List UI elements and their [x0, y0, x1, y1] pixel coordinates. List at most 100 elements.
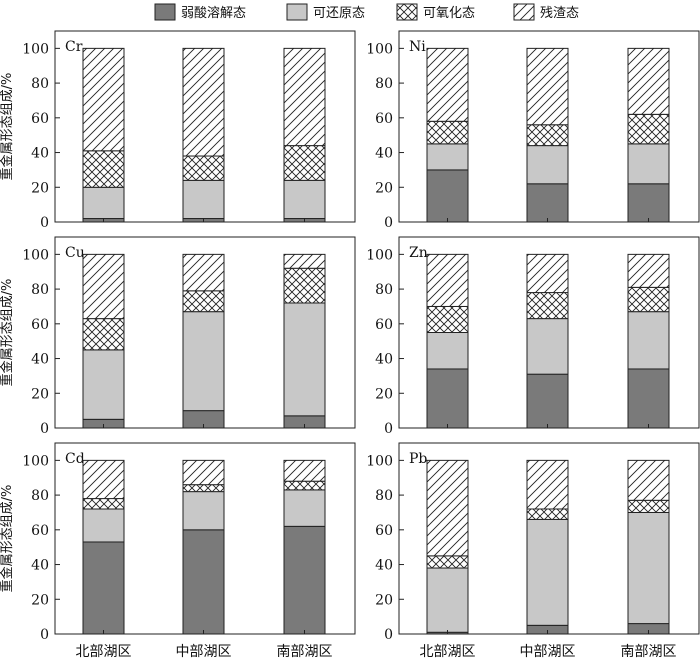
bar-stack-3: [627, 459, 670, 635]
bar-segment-weak-acid: [82, 541, 125, 635]
bar-stack-1: [426, 47, 469, 223]
bar-stack-2: [526, 253, 569, 429]
y-tick-label: 0: [384, 627, 393, 643]
y-tick-label: 100: [22, 41, 49, 57]
y-tick-label: 40: [31, 352, 49, 368]
legend-item-reducible: 可还原态: [286, 3, 365, 21]
bar-stack-3: [283, 459, 326, 635]
bar-segment-reducible: [82, 349, 125, 420]
bar-segment-residual: [426, 253, 469, 307]
bar-segment-residual: [283, 459, 326, 482]
legend-swatch-residual: [513, 3, 535, 21]
bar-segment-oxidizable: [82, 318, 125, 351]
bar-segment-oxidizable: [526, 292, 569, 320]
bar-segment-residual: [426, 459, 469, 557]
y-tick-label: 80: [31, 282, 49, 298]
legend-swatch-weak-acid: [154, 3, 176, 21]
y-tick-label: 80: [31, 488, 49, 504]
bar-segment-oxidizable: [182, 484, 225, 493]
bar-stack-2: [182, 459, 225, 635]
y-tick-label: 0: [384, 421, 393, 437]
y-tick-label: 100: [22, 247, 49, 263]
bar-segment-residual: [182, 253, 225, 292]
legend: 弱酸溶解态 可还原态 可氧化态 残渣态: [154, 3, 579, 21]
y-tick-label: 80: [375, 488, 393, 504]
panel-label: Zn: [409, 245, 428, 261]
bar-stack-1: [82, 253, 125, 429]
y-tick-label: 60: [375, 523, 393, 539]
y-tick-label: 40: [31, 146, 49, 162]
bar-segment-reducible: [283, 179, 326, 220]
y-tick-label: 40: [375, 146, 393, 162]
bar-segment-reducible: [283, 489, 326, 527]
bar-segment-residual: [182, 47, 225, 157]
bar-stack-3: [283, 253, 326, 429]
y-tick-label: 60: [31, 317, 49, 333]
y-tick-label: 0: [40, 215, 49, 231]
panel-cr: Cr 0 20 40 60 80 100: [22, 30, 356, 231]
bar-segment-residual: [627, 459, 670, 501]
bar-segment-reducible: [426, 143, 469, 171]
bar-segment-reducible: [627, 143, 670, 185]
bar-segment-residual: [82, 47, 125, 152]
bar-segment-oxidizable: [283, 267, 326, 304]
legend-label-oxidizable: 可氧化态: [423, 6, 475, 21]
y-tick-label: 0: [40, 421, 49, 437]
bar-segment-oxidizable: [627, 113, 670, 145]
bar-segment-residual: [426, 47, 469, 122]
bar-segment-weak-acid: [182, 529, 225, 635]
y-tick-label: 80: [31, 76, 49, 92]
y-axis-label-row-3: 重金属形态组成/%: [0, 485, 15, 593]
y-tick-label: 20: [375, 180, 393, 196]
y-tick-label: 20: [375, 386, 393, 402]
y-tick-label: 60: [31, 111, 49, 127]
panel-pb: Pb 0 20 40 60 80 100: [366, 442, 700, 643]
y-tick-label: 100: [366, 41, 393, 57]
bar-segment-residual: [82, 253, 125, 320]
y-axis-labels: 重金属形态组成/% 重金属形态组成/% 重金属形态组成/%: [0, 73, 15, 593]
panel-zn: Zn 0 20 40 60 80 100: [366, 236, 700, 437]
y-tick-label: 60: [375, 111, 393, 127]
bar-segment-reducible: [182, 491, 225, 531]
bar-segment-oxidizable: [627, 286, 670, 313]
bar-segment-reducible: [283, 302, 326, 417]
x-category-label: 中部湖区: [520, 644, 576, 660]
bar-stack-3: [627, 47, 670, 223]
bar-segment-reducible: [426, 332, 469, 370]
x-axis-labels: 北部湖区 中部湖区 南部湖区 北部湖区 中部湖区 南部湖区: [76, 644, 677, 660]
bar-segment-reducible: [526, 518, 569, 626]
y-tick-label: 0: [384, 215, 393, 231]
bar-segment-reducible: [82, 186, 125, 220]
y-tick-label: 20: [31, 592, 49, 608]
bar-segment-residual: [283, 253, 326, 269]
bar-segment-reducible: [426, 567, 469, 633]
bar-segment-residual: [627, 47, 670, 115]
x-category-label: 北部湖区: [420, 644, 476, 660]
bar-stack-2: [526, 47, 569, 223]
y-tick-label: 20: [375, 592, 393, 608]
bar-segment-oxidizable: [82, 150, 125, 188]
bar-segment-oxidizable: [426, 305, 469, 334]
bar-stack-1: [82, 459, 125, 635]
x-category-label: 中部湖区: [176, 644, 232, 660]
panel-label: Cd: [65, 451, 85, 467]
y-tick-label: 100: [22, 453, 49, 469]
bar-segment-weak-acid: [526, 183, 569, 223]
y-axis-label-row-2: 重金属形态组成/%: [0, 279, 15, 387]
bar-segment-reducible: [526, 145, 569, 185]
bar-segment-oxidizable: [426, 120, 469, 145]
bar-stack-2: [182, 253, 225, 429]
bar-stack-2: [526, 459, 569, 635]
bar-segment-oxidizable: [283, 145, 326, 181]
bar-segment-weak-acid: [526, 373, 569, 429]
bar-segment-residual: [526, 459, 569, 510]
bar-segment-weak-acid: [627, 368, 670, 429]
panel-cd: Cd 0 20 40 60 80 100: [22, 442, 356, 643]
bar-segment-residual: [283, 47, 326, 147]
bar-stack-3: [627, 253, 670, 429]
bar-segment-residual: [182, 459, 225, 486]
bar-segment-oxidizable: [82, 498, 125, 510]
legend-label-residual: 残渣态: [540, 6, 579, 21]
y-tick-label: 40: [31, 558, 49, 574]
